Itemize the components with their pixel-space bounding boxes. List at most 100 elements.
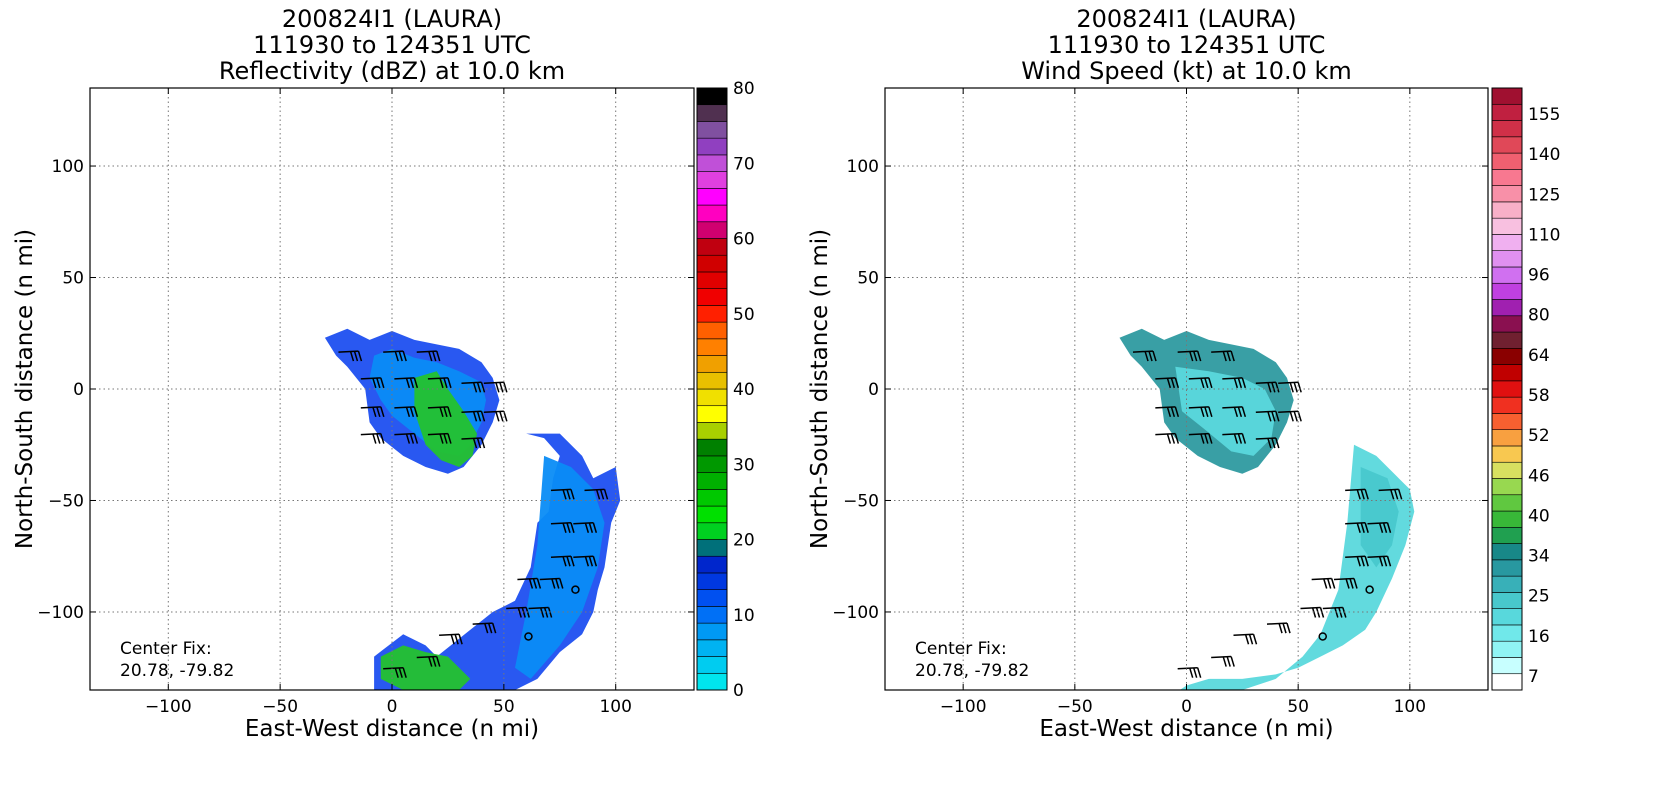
wind-barb	[550, 522, 575, 533]
wind-barb-flag	[472, 437, 478, 449]
wind-barb-flag	[1334, 607, 1339, 618]
colorbar-swatch	[1491, 169, 1523, 186]
wind-barb-flag	[398, 350, 403, 362]
wind-barb-flag	[376, 433, 381, 444]
colorbar-swatch	[696, 555, 728, 574]
colorbar-swatch	[1491, 348, 1523, 365]
wind-barb-flag	[536, 578, 542, 589]
y-tick-label: 50	[857, 269, 879, 289]
wind-barb-flag	[1188, 667, 1194, 678]
wind-barb-flag	[1386, 522, 1392, 533]
wind-barb	[360, 377, 385, 389]
x-tick-label: 50	[1287, 697, 1309, 717]
colorbar-swatch	[1491, 673, 1523, 691]
wind-barb-flag	[1222, 656, 1227, 667]
wind-barb-flag	[1356, 522, 1361, 533]
wind-barb-flag	[1222, 350, 1227, 362]
wind-barb-flag	[603, 489, 609, 500]
wind-barb-flag	[1208, 406, 1213, 418]
wind-barb	[1300, 606, 1325, 618]
colorbar-swatch	[696, 204, 728, 223]
wind-barb-flag	[562, 489, 567, 500]
wind-barb-flag	[436, 350, 441, 362]
wind-barb-flag	[562, 556, 567, 567]
colorbar-swatch	[696, 622, 728, 641]
colorbar-swatch	[696, 656, 728, 674]
wind-barb	[1177, 666, 1202, 678]
wind-barb-flag	[588, 522, 594, 533]
wind-barb-flag	[1293, 411, 1298, 422]
wind-barb-flag	[1289, 411, 1294, 422]
colorbar-swatch	[696, 489, 728, 507]
wind-barb	[1188, 377, 1213, 389]
colorbar-swatch	[1491, 103, 1523, 121]
wind-barb-flag	[405, 406, 411, 418]
wind-barb-flag	[495, 382, 500, 393]
wind-barb	[461, 410, 486, 422]
colorbar-tick-label: 25	[1528, 587, 1550, 607]
wind-barb-flag	[443, 433, 448, 444]
wind-barb-flag	[402, 350, 407, 362]
wind-barb	[1345, 555, 1369, 567]
colorbar-swatch	[1491, 559, 1523, 577]
right-data-layer	[1119, 328, 1415, 690]
wind-barb-flag	[1271, 437, 1276, 449]
wind-barb-flag	[1282, 622, 1287, 634]
colorbar-swatch	[1491, 592, 1523, 609]
wind-barb-flag	[1237, 433, 1243, 444]
wind-barb-flag	[1267, 411, 1272, 422]
colorbar-swatch	[696, 188, 728, 206]
wind-barb-flag	[1315, 607, 1321, 618]
wind-barb-flag	[1386, 556, 1392, 567]
wind-barb-flag	[551, 578, 556, 589]
wind-barb-flag	[394, 667, 399, 678]
colorbar-tick-label: 64	[1528, 346, 1550, 366]
wind-barb-flag	[566, 522, 571, 533]
wind-barb-flag	[1360, 556, 1365, 567]
wind-barb-flag	[566, 556, 571, 567]
wind-barb-flag	[1148, 350, 1153, 362]
colorbar-tick-label: 155	[1528, 105, 1560, 125]
wind-barb-flag	[584, 556, 590, 567]
colorbar-tick-label: 52	[1528, 426, 1550, 446]
wind-barb-flag	[1200, 377, 1205, 389]
wind-barb-flag	[1275, 411, 1280, 422]
colorbar-swatch	[696, 472, 728, 490]
wind-barb-flag	[409, 406, 415, 418]
wind-barb	[1278, 381, 1302, 393]
wind-barb	[1155, 377, 1180, 389]
wind-barb	[528, 606, 553, 618]
wind-barb-flag	[1166, 406, 1172, 418]
wind-barb-flag	[1144, 350, 1149, 362]
wind-barb	[1378, 488, 1403, 500]
wind-barb-flag	[394, 350, 399, 362]
wind-barb-flag	[1192, 667, 1198, 678]
wind-barb-flag	[1297, 382, 1302, 393]
right-title-line-2: 111930 to 124351 UTC	[1047, 31, 1326, 59]
wind-barb-flag	[1174, 433, 1180, 444]
right-chart-title: 200824I1 (LAURA) 111930 to 124351 UTC Wi…	[885, 6, 1488, 84]
wind-barb-flag	[480, 411, 486, 422]
wind-barb-flag	[1389, 489, 1395, 500]
right-chart: −100 −50 0 50 100 100 50 0 −50 −100 East-West dist…	[807, 87, 1560, 742]
wind-barb	[1266, 622, 1291, 634]
left-echo-region	[515, 455, 605, 679]
colorbar-swatch	[696, 221, 728, 239]
wind-barb	[1132, 350, 1157, 362]
wind-barb-flag	[1267, 382, 1272, 393]
wind-barb-flag	[405, 377, 411, 389]
wind-barb	[416, 655, 441, 667]
colorbar-tick-label: 60	[733, 230, 755, 250]
wind-barb-flag	[1311, 607, 1317, 618]
wind-barb	[439, 633, 463, 645]
wind-barb-flag	[1275, 437, 1280, 449]
wind-barb-flag	[1174, 377, 1180, 389]
wind-barb-flag	[1278, 622, 1283, 634]
wind-barb-flag	[491, 622, 497, 634]
colorbar-tick-label: 80	[733, 79, 755, 99]
wind-barb	[573, 555, 598, 567]
wind-barb-flag	[1241, 377, 1247, 389]
wind-barb-flag	[499, 382, 504, 393]
wind-barb-flag	[1166, 433, 1172, 444]
wind-barb-flag	[1248, 634, 1254, 645]
